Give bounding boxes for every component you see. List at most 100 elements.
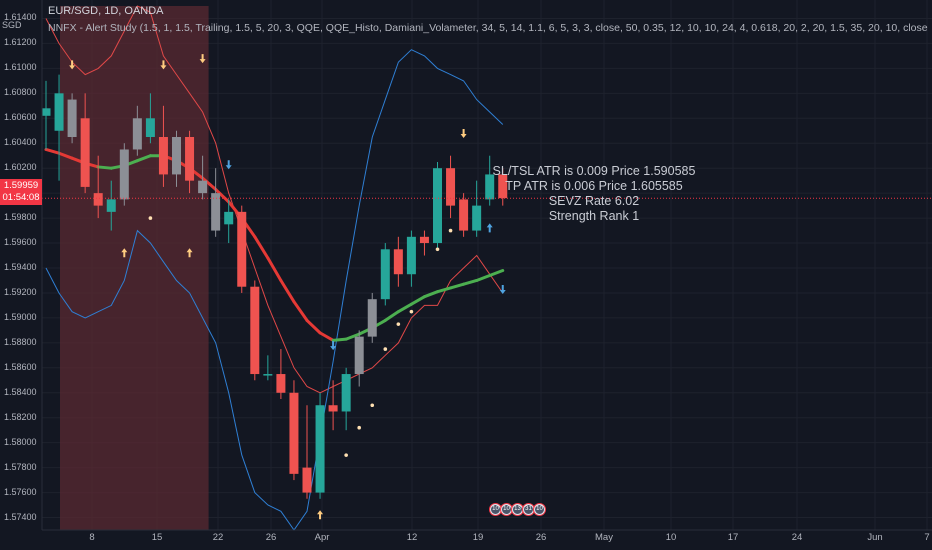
candle-body	[119, 149, 129, 200]
price-tick-label: 1.58600	[4, 361, 37, 372]
candle-body	[41, 108, 51, 116]
time-tick-label: 15	[151, 532, 163, 543]
candle-body	[224, 211, 234, 225]
candle-body	[328, 405, 338, 412]
signal-dot	[409, 309, 414, 314]
price-tick-label: 1.60600	[4, 112, 37, 123]
strength-rank-annotation: Strength Rank 1	[548, 209, 640, 223]
signal-dot	[344, 453, 348, 457]
baseline-segment	[344, 332, 361, 341]
signal-arrow-up	[486, 223, 493, 233]
signal-arrow-down	[460, 129, 467, 138]
candle-body	[367, 299, 377, 337]
candle-body	[406, 236, 416, 275]
candles	[41, 74, 508, 499]
baseline-segment	[266, 256, 283, 282]
time-tick-label: Apr	[314, 532, 330, 543]
signal-dot	[370, 403, 375, 408]
baseline-segment	[279, 278, 296, 304]
baseline-segment	[422, 290, 439, 299]
event-marker[interactable]: 10	[534, 504, 545, 515]
signal-dot	[383, 347, 388, 351]
price-tick-label: 1.59200	[4, 286, 37, 297]
candle-body	[446, 168, 456, 206]
time-tick-label: 12	[406, 532, 418, 543]
time-tick-label: 26	[535, 532, 547, 543]
signal-markers	[69, 54, 506, 520]
lower-band	[45, 49, 504, 531]
candle-body	[341, 374, 351, 412]
price-tick-label: 1.58000	[4, 436, 37, 447]
baseline-segment	[57, 151, 74, 160]
baseline-segment	[135, 154, 152, 163]
candle-body	[250, 286, 260, 375]
candle-body	[145, 118, 155, 137]
price-tick-label: 1.60800	[4, 87, 37, 98]
baseline-segment	[436, 286, 453, 294]
candle-body	[459, 199, 469, 231]
baseline-segment	[462, 278, 479, 286]
price-tick-label: 1.57800	[4, 461, 37, 472]
current-price-value: 1.59959	[3, 180, 39, 191]
signal-arrow-down	[199, 54, 206, 64]
tp-atr-annotation: TP ATR is 0.006 Price 1.605585	[505, 179, 683, 193]
price-tick-label: 1.57400	[4, 511, 37, 522]
baseline-segment	[475, 273, 492, 282]
signal-arrow-down	[225, 160, 232, 170]
baseline-segment	[96, 165, 113, 170]
bar-countdown: 01:54:08	[2, 192, 40, 203]
price-tick-label: 1.61400	[4, 12, 37, 23]
price-tick-label: 1.57600	[4, 486, 37, 497]
price-tick-label: 1.58200	[4, 411, 37, 422]
price-tick-label: 1.59600	[4, 237, 37, 248]
time-tick-label: 22	[212, 532, 224, 543]
baseline-segment	[201, 176, 218, 191]
time-tick-label: 7	[924, 532, 930, 543]
time-tick-label: 26	[265, 532, 277, 543]
candle-body	[132, 118, 142, 150]
event-marker[interactable]: 31	[523, 504, 534, 515]
candle-body	[198, 180, 208, 194]
baseline-segment	[383, 310, 400, 322]
indicator-legend[interactable]: NNFX - Alert Study (1.5, 1, 1.5, Trailin…	[48, 22, 928, 34]
currency-label: SGD	[2, 20, 22, 30]
price-tick-label: 1.60200	[4, 162, 37, 173]
event-marker[interactable]: 10	[501, 504, 512, 515]
candle-body	[498, 174, 508, 199]
event-marker[interactable]: 13	[512, 504, 523, 515]
candle-body	[158, 137, 168, 175]
time-tick-label: 17	[727, 532, 739, 543]
current-price-badge: 1.59959 01:54:08	[0, 179, 42, 205]
candle-body	[67, 99, 77, 137]
candle-body	[211, 193, 221, 231]
signal-dot	[357, 425, 362, 430]
candle-body	[237, 211, 247, 287]
signal-dot	[148, 216, 153, 220]
baseline-segment	[292, 300, 309, 322]
baseline-segment	[214, 187, 231, 204]
signal-arrow-up	[317, 510, 324, 520]
price-tick-label: 1.59800	[4, 212, 37, 223]
baseline-segment	[488, 268, 505, 277]
candle-body	[315, 405, 325, 493]
sevz-rate-annotation: SEVZ Rate 6.02	[548, 194, 640, 208]
candle-body	[80, 118, 90, 187]
event-marker[interactable]: 10	[490, 504, 501, 515]
signal-dot	[448, 228, 453, 233]
baseline-segment	[305, 318, 322, 335]
symbol-title[interactable]: EUR/SGD, 1D, OANDA	[48, 5, 164, 17]
time-tick-label: 24	[791, 532, 803, 543]
time-tick-label: 10	[665, 532, 677, 543]
price-tick-label: 1.59400	[4, 262, 37, 272]
signal-arrow-down	[160, 60, 167, 70]
candle-body	[380, 249, 390, 300]
candle-body	[302, 467, 312, 493]
candle-body	[54, 93, 64, 131]
price-tick-label: 1.58800	[4, 336, 37, 347]
price-tick-label: 1.61000	[4, 62, 37, 73]
price-tick-label: 1.58400	[4, 386, 37, 397]
time-tick-label: May	[595, 532, 613, 543]
candle-body	[106, 199, 116, 212]
candle-body	[185, 137, 195, 181]
